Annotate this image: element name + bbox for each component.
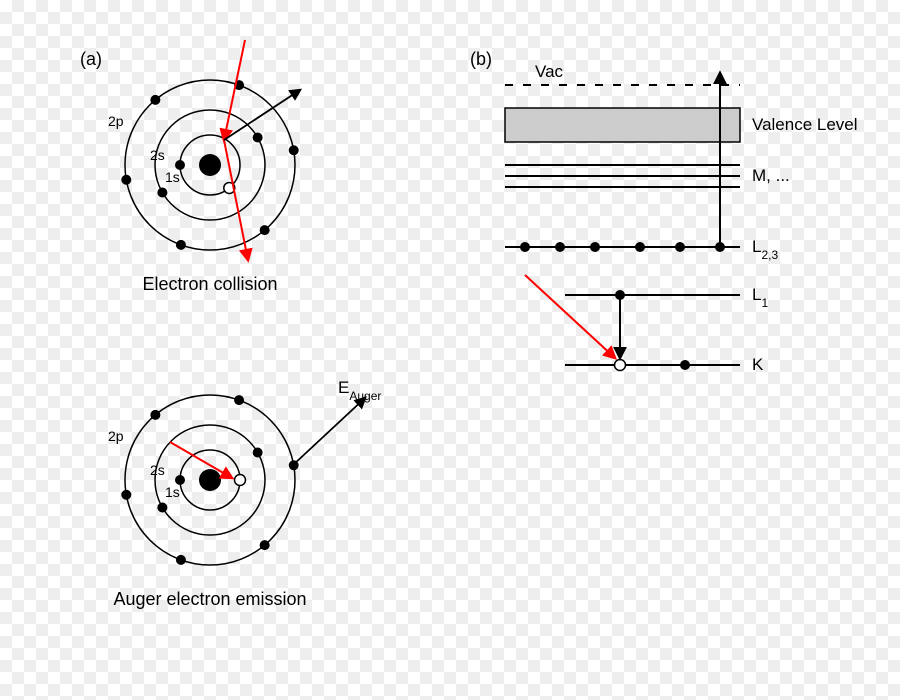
svg-text:2p: 2p	[108, 113, 124, 129]
svg-text:(a): (a)	[80, 49, 102, 69]
svg-text:1s: 1s	[165, 484, 180, 500]
svg-text:2p: 2p	[108, 428, 124, 444]
svg-text:Vac: Vac	[535, 62, 564, 81]
svg-text:2s: 2s	[150, 147, 165, 163]
auger-diagram: (a)(b)1s2s2pElectron collision1s2s2pEAug…	[0, 0, 900, 700]
svg-text:L1: L1	[752, 285, 768, 310]
svg-text:(b): (b)	[470, 49, 492, 69]
svg-text:M, ...: M, ...	[752, 166, 790, 185]
svg-text:Valence Level: Valence Level	[752, 115, 858, 134]
svg-text:L2,3: L2,3	[752, 237, 778, 262]
svg-text:1s: 1s	[165, 169, 180, 185]
svg-text:Electron collision: Electron collision	[142, 274, 277, 294]
svg-text:K: K	[752, 355, 764, 374]
svg-text:2s: 2s	[150, 462, 165, 478]
svg-text:EAuger: EAuger	[338, 378, 381, 403]
svg-text:Auger electron emission: Auger electron emission	[113, 589, 306, 609]
